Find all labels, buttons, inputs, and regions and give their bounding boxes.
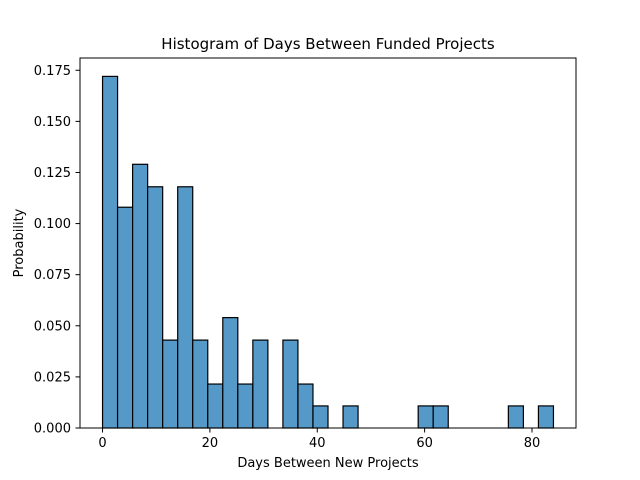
y-axis-label: Probability [12, 208, 27, 277]
x-tick-label: 80 [524, 436, 541, 451]
histogram-bar [147, 186, 164, 429]
histogram-bar [417, 405, 434, 429]
x-tick-label: 40 [309, 436, 326, 451]
x-axis-ticks: 0 20 40 60 80 [98, 428, 540, 451]
y-tick-label: 0.125 [34, 166, 71, 181]
bars-group [101, 75, 555, 429]
histogram-bar [101, 75, 119, 429]
histogram-bar [177, 186, 194, 429]
x-tick-label: 60 [416, 436, 433, 451]
y-tick-label: 0.000 [34, 422, 71, 437]
x-tick-label: 0 [98, 436, 106, 451]
histogram-bar [222, 317, 239, 429]
histogram-bar [297, 383, 314, 429]
y-tick-label: 0.025 [34, 370, 71, 385]
histogram-bar [432, 405, 449, 429]
y-tick-label: 0.050 [34, 319, 71, 334]
histogram-bar [132, 163, 149, 429]
y-tick-label: 0.175 [34, 64, 71, 79]
histogram-bar [116, 206, 134, 429]
x-axis-label: Days Between New Projects [237, 456, 419, 471]
histogram-bar [507, 405, 524, 429]
chart-title: Histogram of Days Between Funded Project… [161, 35, 495, 53]
histogram-bar [312, 405, 329, 429]
histogram-bar [162, 339, 179, 429]
y-axis-ticks: 0.000 0.025 0.050 0.075 0.100 0.125 0.150 0.175 [34, 64, 80, 437]
y-tick-label: 0.150 [34, 115, 71, 130]
histogram-bar [207, 383, 224, 429]
x-tick-label: 20 [202, 436, 219, 451]
y-tick-label: 0.100 [34, 217, 71, 232]
histogram-bar [192, 339, 209, 429]
y-tick-label: 0.075 [34, 268, 71, 283]
histogram-bar [237, 383, 254, 429]
histogram-bar [282, 339, 299, 429]
histogram-bar [252, 339, 269, 429]
histogram-bar [342, 405, 359, 429]
plot-frame [79, 57, 577, 429]
histogram-bar [537, 405, 555, 429]
